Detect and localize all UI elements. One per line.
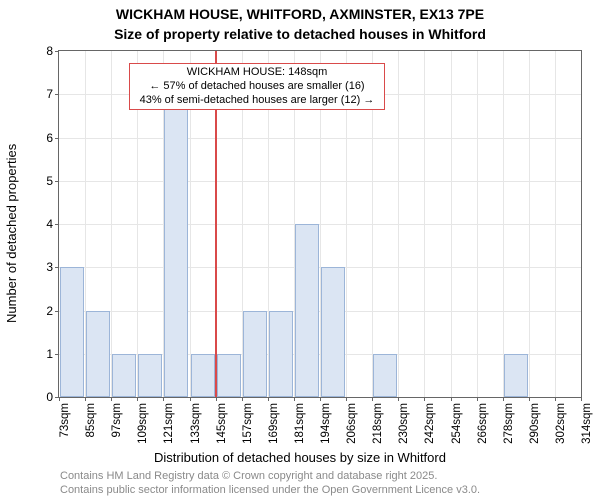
histogram-bar: [138, 354, 162, 397]
x-tick-label: 181sqm: [294, 403, 306, 444]
y-tick-mark: [55, 181, 59, 182]
gridline: [555, 51, 556, 397]
histogram-bar: [112, 354, 136, 397]
chart-title-line1: WICKHAM HOUSE, WHITFORD, AXMINSTER, EX13…: [0, 6, 600, 22]
x-tick-label: 290sqm: [529, 403, 541, 444]
histogram-bar: [217, 354, 241, 397]
x-tick-label: 194sqm: [320, 403, 332, 444]
gridline: [477, 51, 478, 397]
gridline: [424, 51, 425, 397]
x-tick-label: 266sqm: [477, 403, 489, 444]
histogram-bar: [321, 267, 345, 397]
y-tick-mark: [55, 354, 59, 355]
x-tick-label: 121sqm: [163, 403, 175, 444]
histogram-bar: [373, 354, 397, 397]
gridline: [111, 51, 112, 397]
x-tick-label: 278sqm: [503, 403, 515, 444]
chart-container: WICKHAM HOUSE, WHITFORD, AXMINSTER, EX13…: [0, 0, 600, 500]
footer-line1: Contains HM Land Registry data © Crown c…: [60, 470, 437, 482]
x-tick-label: 109sqm: [137, 403, 149, 444]
y-tick-label: 3: [46, 260, 53, 274]
y-tick-mark: [55, 94, 59, 95]
y-tick-mark: [55, 138, 59, 139]
gridline: [398, 51, 399, 397]
gridline: [503, 51, 504, 397]
y-axis-label: Number of detached properties: [4, 144, 19, 323]
histogram-bar: [295, 224, 319, 397]
histogram-bar: [504, 354, 528, 397]
x-tick-label: 133sqm: [190, 403, 202, 444]
y-tick-mark: [55, 51, 59, 52]
gridline: [529, 51, 530, 397]
x-tick-label: 145sqm: [216, 403, 228, 444]
y-tick-label: 1: [46, 347, 53, 361]
y-tick-label: 4: [46, 217, 53, 231]
x-tick-label: 85sqm: [85, 403, 97, 438]
x-tick-label: 206sqm: [346, 403, 358, 444]
chart-title-line2: Size of property relative to detached ho…: [0, 26, 600, 42]
gridline: [451, 51, 452, 397]
x-tick-label: 254sqm: [451, 403, 463, 444]
annotation-line: ← 57% of detached houses are smaller (16…: [134, 80, 380, 94]
x-tick-label: 218sqm: [372, 403, 384, 444]
x-tick-label: 169sqm: [268, 403, 280, 444]
histogram-bar: [164, 94, 188, 397]
footer-line2: Contains public sector information licen…: [60, 484, 480, 496]
y-tick-label: 6: [46, 131, 53, 145]
histogram-bar: [86, 311, 110, 398]
x-tick-label: 97sqm: [111, 403, 123, 438]
x-tick-label: 314sqm: [581, 403, 593, 444]
histogram-bar: [243, 311, 267, 398]
annotation-box: WICKHAM HOUSE: 148sqm← 57% of detached h…: [129, 63, 385, 110]
x-tick-label: 157sqm: [242, 403, 254, 444]
y-tick-label: 7: [46, 87, 53, 101]
y-tick-label: 8: [46, 44, 53, 58]
histogram-bar: [269, 311, 293, 398]
annotation-line: WICKHAM HOUSE: 148sqm: [134, 66, 380, 80]
x-tick-label: 73sqm: [59, 403, 71, 438]
x-axis-label: Distribution of detached houses by size …: [0, 450, 600, 465]
histogram-bar: [191, 354, 215, 397]
x-tick-label: 230sqm: [398, 403, 410, 444]
x-tick-label: 302sqm: [555, 403, 567, 444]
y-tick-label: 2: [46, 304, 53, 318]
y-tick-label: 5: [46, 174, 53, 188]
y-tick-mark: [55, 311, 59, 312]
y-tick-mark: [55, 224, 59, 225]
y-tick-label: 0: [46, 390, 53, 404]
y-tick-mark: [55, 267, 59, 268]
x-tick-label: 242sqm: [424, 403, 436, 444]
histogram-bar: [60, 267, 84, 397]
annotation-line: 43% of semi-detached houses are larger (…: [134, 94, 380, 108]
plot-area: 01234567873sqm85sqm97sqm109sqm121sqm133s…: [58, 50, 582, 398]
